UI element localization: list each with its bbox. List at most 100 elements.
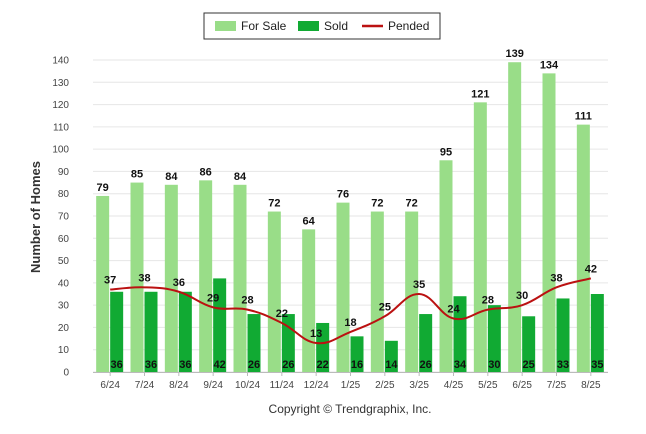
bar-sold [453, 296, 467, 372]
x-tick-label: 9/24 [203, 380, 223, 391]
data-label-sold: 33 [557, 359, 569, 371]
data-label-for-sale: 85 [131, 169, 143, 181]
x-tick-label: 6/25 [512, 380, 532, 391]
bar-for-sale [542, 73, 556, 372]
legend: For Sale Sold Pended [203, 12, 441, 40]
x-tick-label: 12/24 [304, 380, 329, 391]
data-label-sold: 34 [454, 359, 467, 371]
data-label-for-sale: 95 [440, 146, 452, 158]
legend-frame [203, 12, 441, 40]
bar-sold [144, 291, 158, 372]
y-tick-label: 80 [58, 189, 70, 200]
y-tick-label: 20 [58, 323, 70, 334]
pended-line-layer [110, 277, 592, 345]
y-axis-title: Number of Homes [28, 161, 43, 273]
data-label-for-sale: 134 [540, 59, 559, 71]
data-label-for-sale: 72 [371, 198, 383, 210]
x-tick-label: 6/24 [100, 380, 120, 391]
data-label-sold: 26 [282, 359, 294, 371]
data-label-pended: 22 [276, 308, 288, 320]
data-label-sold: 22 [317, 359, 329, 371]
x-tick-label: 1/25 [341, 380, 361, 391]
y-tick-label: 0 [63, 368, 69, 379]
y-tick-label: 140 [52, 56, 69, 67]
x-tick-label: 3/25 [409, 380, 429, 391]
x-tick-label: 5/25 [478, 380, 498, 391]
data-label-sold: 42 [214, 359, 226, 371]
bar-sold [522, 316, 536, 372]
data-label-pended: 36 [173, 277, 185, 289]
bar-sold [316, 322, 330, 372]
data-label-pended: 35 [413, 279, 425, 291]
bar-sold [110, 291, 124, 372]
data-label-pended: 29 [207, 292, 219, 304]
bar-sold [487, 305, 501, 372]
data-label-for-sale: 84 [234, 171, 247, 183]
data-label-for-sale: 121 [471, 88, 489, 100]
data-label-for-sale: 64 [303, 215, 316, 227]
data-label-for-sale: 72 [268, 198, 280, 210]
data-label-for-sale: 111 [575, 111, 592, 123]
data-label-pended: 42 [585, 263, 597, 275]
x-tick-label: 8/25 [581, 380, 601, 391]
bars [96, 62, 604, 372]
data-label-pended: 37 [104, 275, 116, 287]
x-tick-label: 4/25 [444, 380, 464, 391]
bar-for-sale [164, 184, 178, 372]
axes: 0 10 20 30 40 50 60 70 80 90 100 110 120 130 140 6/24 7/… [52, 56, 608, 391]
y-tick-label: 30 [58, 301, 70, 312]
copyright-text: Copyright © Trendgraphix, Inc. [269, 402, 432, 416]
legend-label-for-sale: For Sale [241, 19, 287, 33]
data-label-pended: 28 [241, 295, 253, 307]
y-tick-label: 40 [58, 278, 70, 289]
bar-for-sale [405, 211, 419, 372]
legend-label-sold: Sold [324, 19, 348, 33]
bar-for-sale [508, 62, 522, 372]
bar-sold [350, 336, 364, 372]
y-tick-label: 70 [58, 212, 70, 223]
data-label-for-sale: 139 [505, 48, 523, 60]
x-tick-label: 7/24 [135, 380, 155, 391]
data-label-pended: 38 [138, 272, 150, 284]
bar-sold [384, 340, 398, 372]
bar-for-sale [576, 124, 590, 372]
bar-for-sale [199, 180, 213, 372]
data-label-sold: 30 [488, 359, 500, 371]
data-label-sold: 36 [179, 359, 191, 371]
bar-for-sale [439, 160, 453, 372]
data-label-for-sale: 76 [337, 189, 349, 201]
y-tick-label: 120 [52, 100, 69, 111]
x-tick-label: 2/25 [375, 380, 395, 391]
y-tick-label: 110 [53, 122, 69, 133]
bar-for-sale [473, 102, 487, 372]
data-label-sold: 36 [111, 359, 123, 371]
x-tick-label: 8/24 [169, 380, 189, 391]
bar-sold [419, 314, 433, 372]
bar-for-sale [267, 211, 281, 372]
y-tick-label: 10 [58, 345, 70, 356]
data-label-sold: 35 [591, 359, 603, 371]
data-label-pended: 30 [516, 290, 528, 302]
data-label-for-sale: 86 [200, 166, 212, 178]
data-label-for-sale: 72 [406, 198, 418, 210]
bar-for-sale [370, 211, 384, 372]
bar-sold [247, 314, 261, 372]
bar-sold [590, 294, 604, 372]
legend-swatch-for-sale [215, 21, 236, 31]
data-label-sold: 16 [351, 359, 363, 371]
legend-swatch-sold [298, 21, 319, 31]
bar-for-sale [302, 229, 316, 372]
bar-for-sale [336, 202, 350, 372]
y-tick-label: 100 [52, 145, 69, 156]
grid-lines [93, 59, 608, 373]
data-label-sold: 36 [145, 359, 157, 371]
data-label-sold: 26 [420, 359, 432, 371]
bar-for-sale [233, 184, 247, 372]
data-label-sold: 25 [523, 359, 535, 371]
data-label-pended: 24 [447, 304, 460, 316]
data-label-for-sale: 84 [165, 171, 178, 183]
data-label-pended: 13 [310, 328, 322, 340]
data-label-sold: 26 [248, 359, 260, 371]
